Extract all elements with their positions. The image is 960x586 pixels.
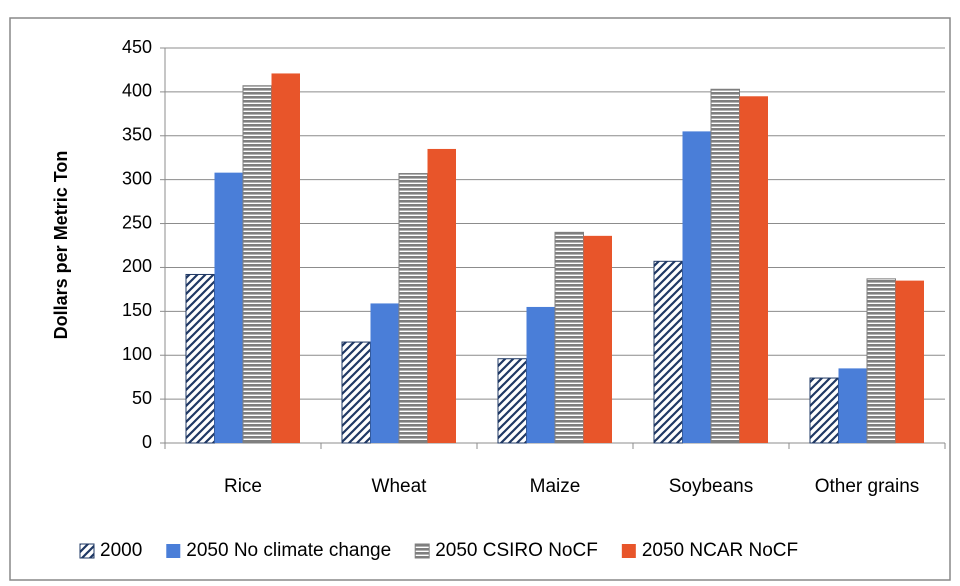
bar [653,260,683,444]
y-tick-label: 250 [122,212,152,232]
bar [271,73,300,443]
y-tick-label: 350 [122,125,152,145]
x-tick-label: Maize [530,476,581,497]
bar [583,235,612,443]
legend-swatch [79,543,95,559]
bar [341,341,371,444]
y-tick-label: 450 [122,37,152,57]
legend-label: 2050 CSIRO NoCF [435,540,598,561]
bar [554,231,584,444]
x-tick-label: Wheat [372,476,428,497]
bar [427,148,456,443]
y-tick-label: 150 [122,300,152,320]
bar [214,172,243,443]
y-tick-label: 50 [132,388,152,408]
bar [809,377,839,444]
legend-label: 2050 NCAR NoCF [642,540,798,561]
bar [370,303,399,443]
legend-label: 2000 [100,540,142,561]
legend: 2000 2050 No climate change 2050 CSIRO NoC… [79,540,798,561]
bar [526,306,555,443]
y-tick-label: 300 [122,168,152,188]
bar [739,96,768,444]
y-tick-label: 200 [122,256,152,276]
chart-frame [9,17,951,581]
bar [895,280,924,443]
bar [242,85,272,444]
x-tick-label: Other grains [815,476,920,497]
bar [866,278,896,444]
y-tick-label: 400 [122,81,152,101]
x-tick-label: Rice [224,476,262,497]
bar [710,88,740,444]
bar [838,368,867,443]
x-tick-label: Soybeans [669,476,754,497]
legend-swatch [414,543,430,559]
bar [682,131,711,443]
bar [185,273,215,444]
bar [497,358,527,444]
legend-swatch [166,544,181,558]
y-axis-label: Dollars per Metric Ton [51,151,71,340]
legend-label: 2050 No climate change [186,540,391,561]
bar [398,173,428,444]
y-tick-label: 100 [122,344,152,364]
y-tick-label: 0 [142,432,152,452]
legend-swatch [621,544,636,558]
